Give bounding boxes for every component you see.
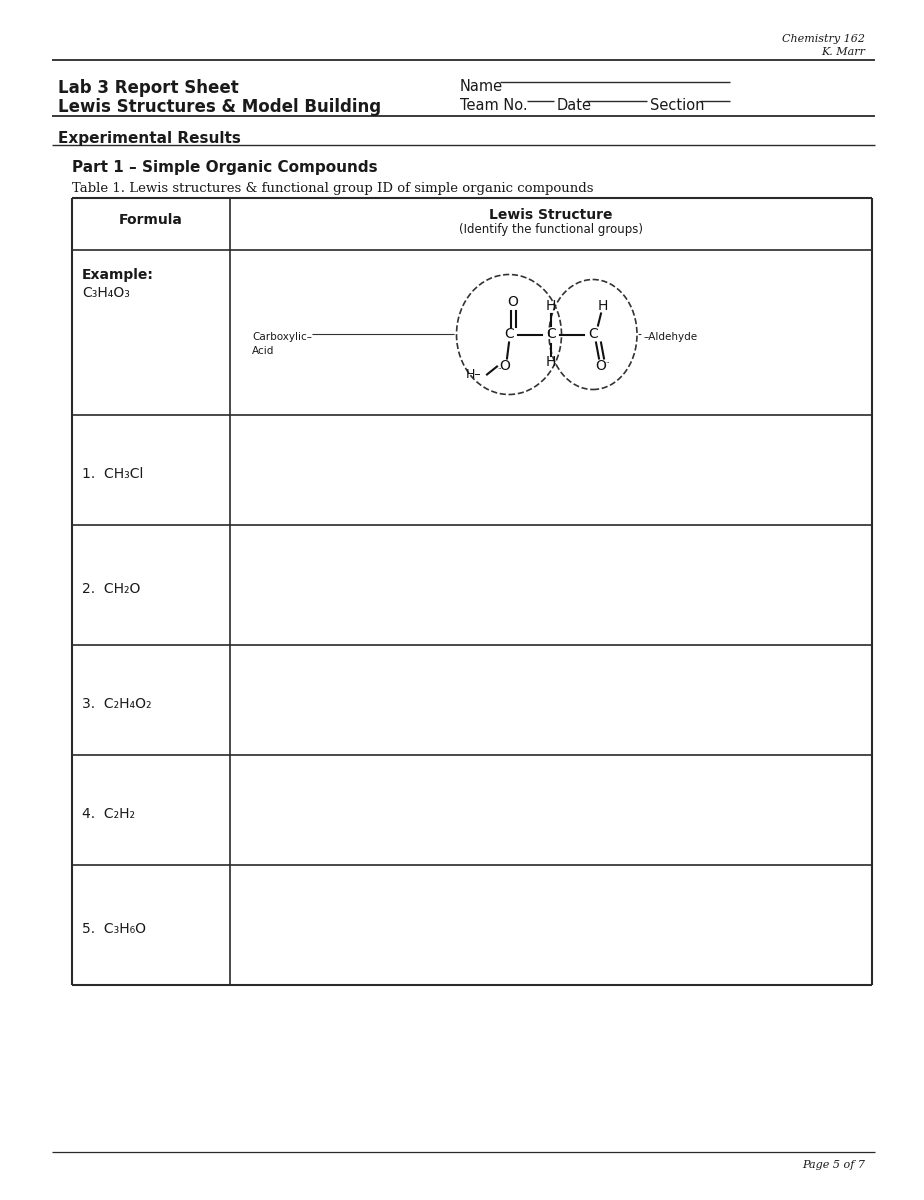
Text: Section: Section [650,98,704,113]
Text: ··: ·· [512,294,517,300]
Text: K. Marr: K. Marr [821,47,865,56]
Text: H: H [598,300,608,313]
Text: O: O [507,295,518,310]
Text: Table 1. Lewis structures & functional group ID of simple organic compounds: Table 1. Lewis structures & functional g… [72,182,593,194]
Text: C: C [546,328,556,342]
Text: Name: Name [460,79,504,94]
Text: 3.  C₂H₄O₂: 3. C₂H₄O₂ [82,697,152,710]
Text: Lab 3 Report Sheet: Lab 3 Report Sheet [58,79,238,97]
Text: C₃H₄O₃: C₃H₄O₃ [82,286,130,300]
Text: Carboxylic–: Carboxylic– [252,332,312,342]
Text: Lewis Structure: Lewis Structure [489,208,613,222]
Text: Experimental Results: Experimental Results [58,131,241,146]
Text: ··: ·· [498,366,503,372]
Text: Formula: Formula [119,214,183,227]
Text: H–: H– [466,368,481,382]
Text: Page 5 of 7: Page 5 of 7 [802,1160,865,1170]
Text: Part 1 – Simple Organic Compounds: Part 1 – Simple Organic Compounds [72,160,378,175]
Text: Date: Date [557,98,592,113]
Text: 5.  C₃H₆O: 5. C₃H₆O [82,922,146,936]
Text: Lewis Structures & Model Building: Lewis Structures & Model Building [58,98,381,116]
Text: ··: ·· [604,360,609,366]
Text: C: C [505,328,514,342]
Text: H: H [546,300,556,313]
Text: O: O [596,360,606,373]
Text: –Aldehyde: –Aldehyde [643,332,697,342]
Text: H: H [546,355,556,370]
Text: 4.  C₂H₂: 4. C₂H₂ [82,806,135,821]
Text: Example:: Example: [82,268,154,282]
Text: 2.  CH₂O: 2. CH₂O [82,582,140,596]
Text: C: C [588,328,598,342]
Text: (Identify the functional groups): (Identify the functional groups) [459,223,643,236]
Text: Acid: Acid [252,346,274,355]
Text: 1.  CH₃Cl: 1. CH₃Cl [82,467,143,481]
Text: Team No.: Team No. [460,98,528,113]
Text: O: O [500,360,510,373]
Text: Chemistry 162: Chemistry 162 [782,34,865,44]
